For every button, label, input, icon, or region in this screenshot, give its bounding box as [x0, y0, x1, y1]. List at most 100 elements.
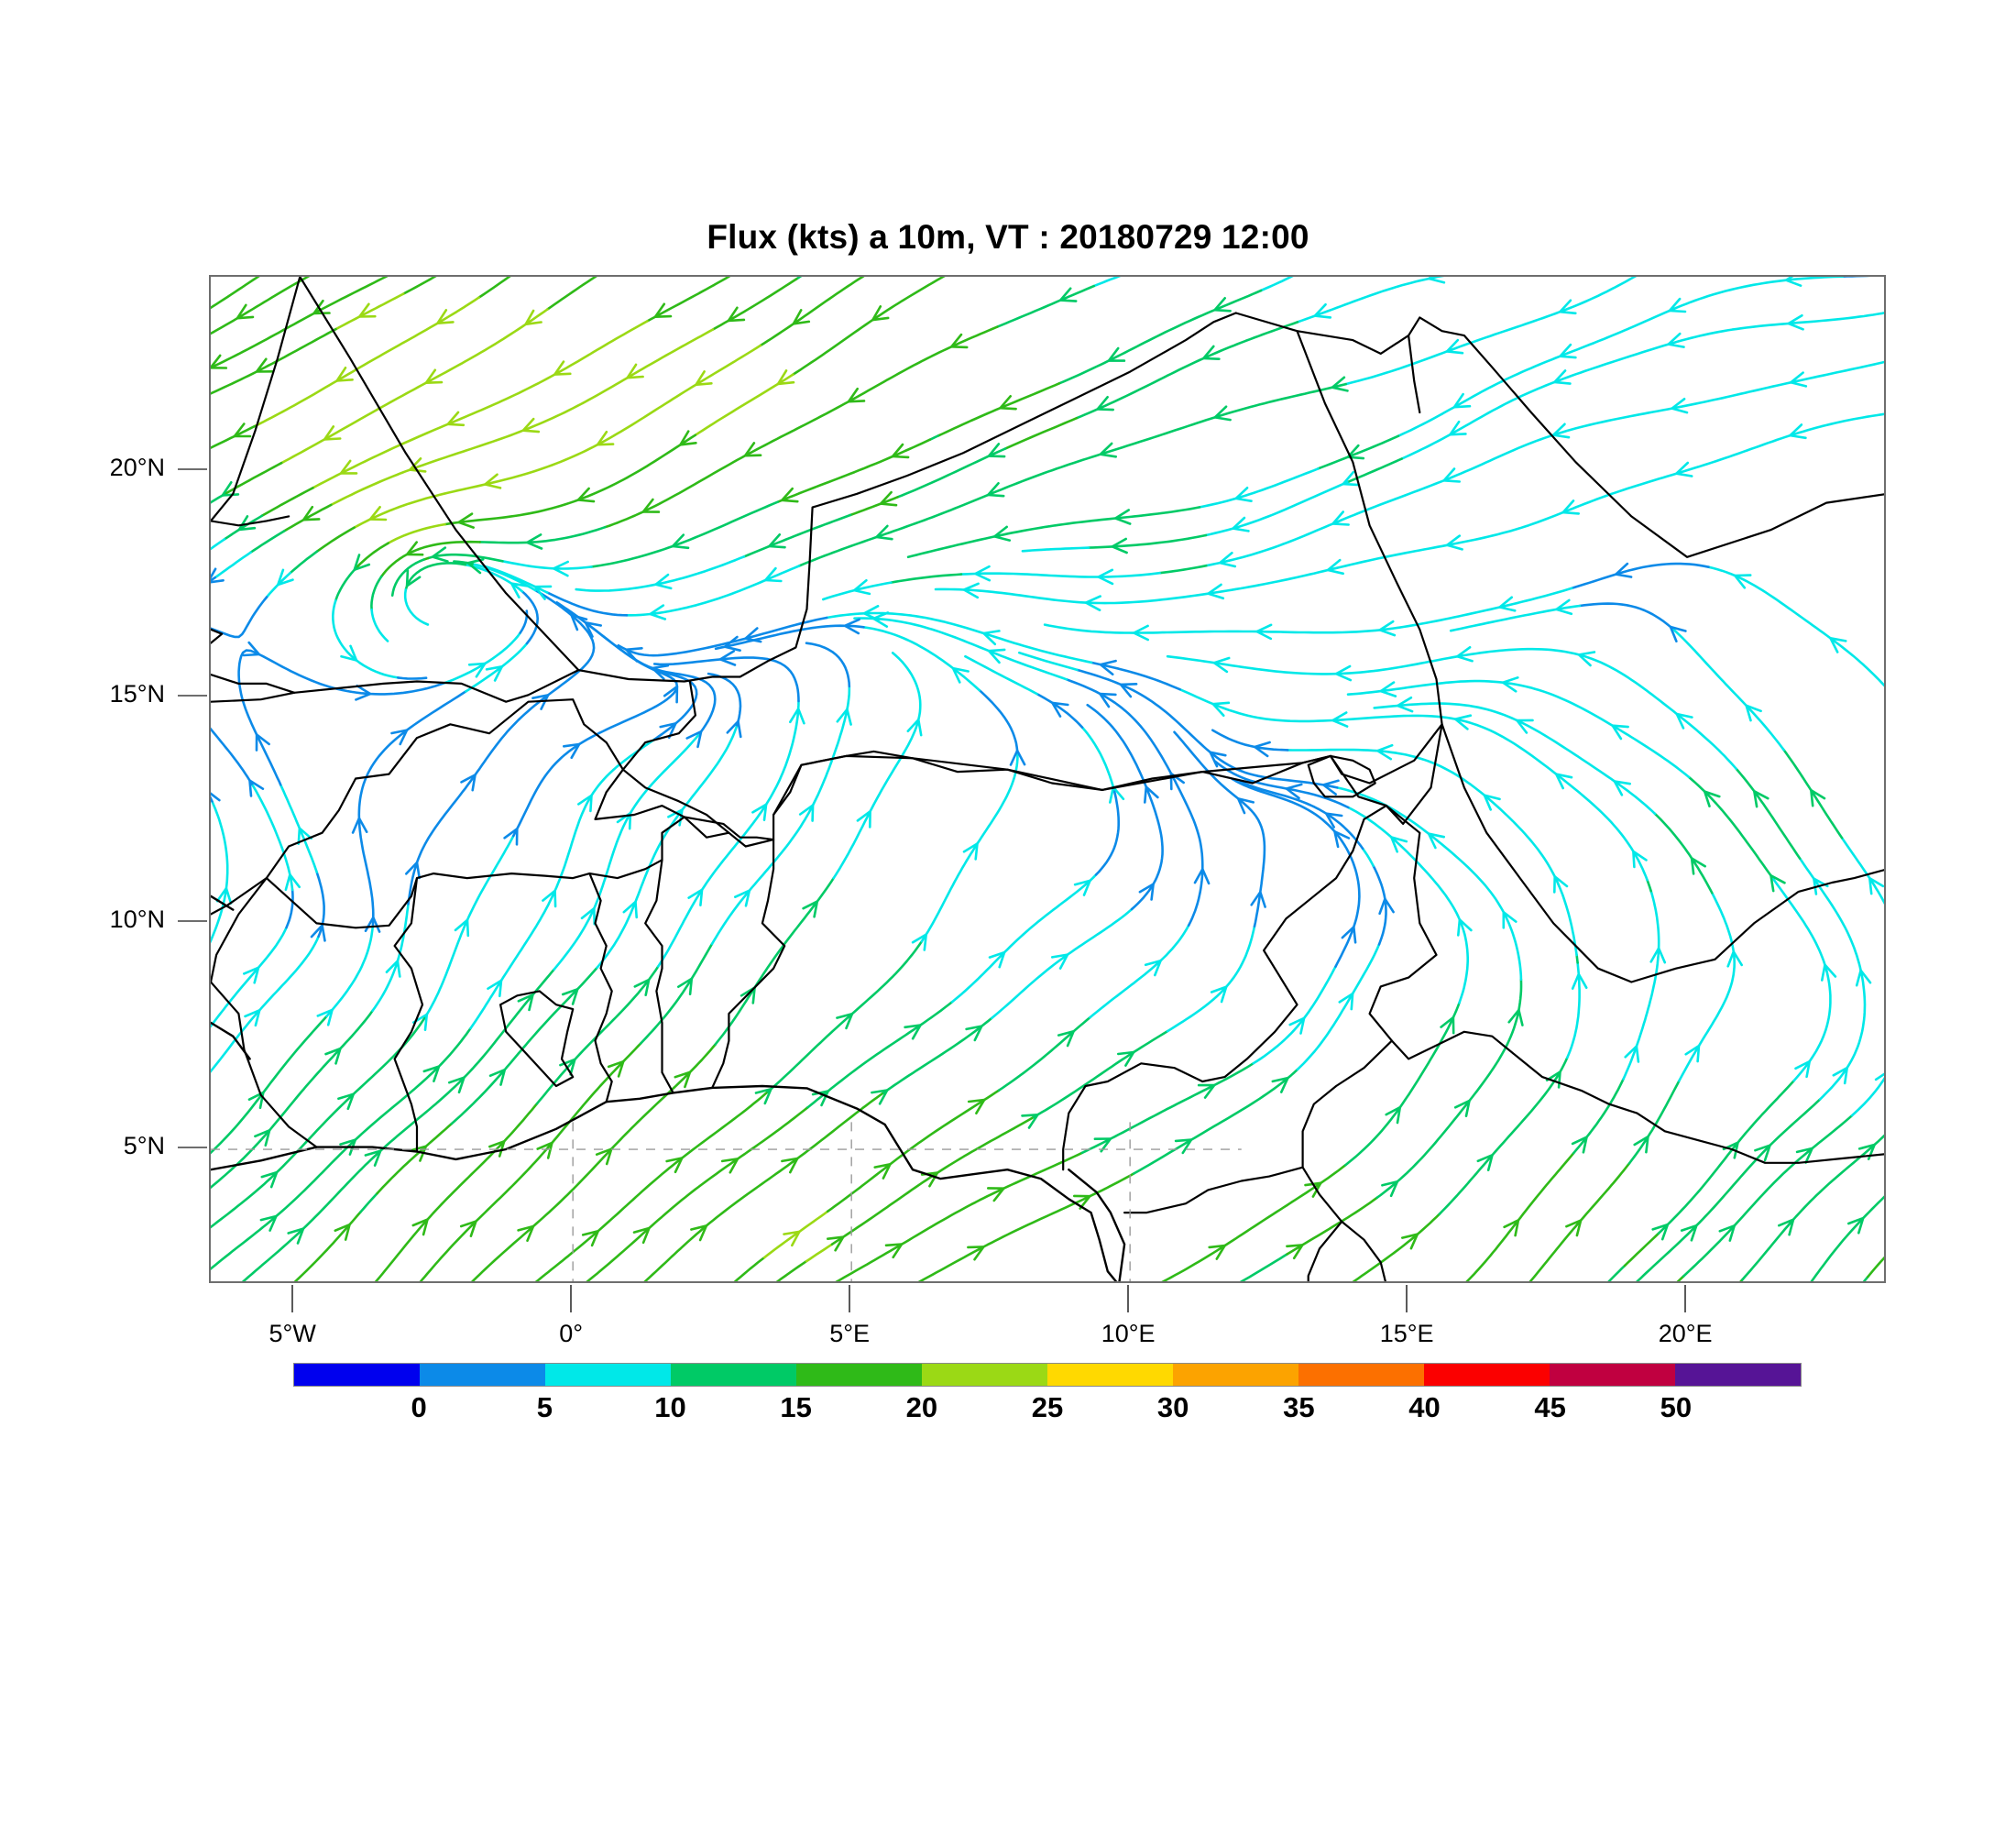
streamline-arrowhead — [974, 565, 992, 582]
streamline-segment — [835, 1151, 1084, 1281]
streamline-arrowhead — [1072, 1194, 1091, 1210]
streamline-arrowhead — [781, 487, 799, 503]
streamline-segment — [1636, 1098, 1822, 1281]
streamline-arrowhead — [1376, 743, 1394, 761]
streamline-arrowhead — [847, 387, 866, 403]
streamline-segment — [849, 496, 900, 517]
streamline-arrowhead — [1829, 636, 1847, 653]
streamline-arrowhead — [211, 792, 221, 802]
streamline-segment — [733, 1256, 766, 1281]
streamline-arrowhead — [1113, 509, 1132, 525]
streamline-segment — [1397, 277, 1845, 437]
streamline-arrowhead — [674, 1070, 692, 1089]
streamline-arrowhead — [1009, 749, 1026, 766]
streamline-arrowhead — [1503, 1219, 1520, 1237]
streamline-segment — [1317, 434, 1400, 470]
streamline-arrowhead — [248, 779, 265, 797]
streamline-segment — [806, 1000, 954, 1109]
streamline-arrowhead — [641, 498, 661, 513]
streamline-segment — [906, 506, 1201, 559]
streamline-segment — [707, 672, 742, 727]
streamline-arrowhead — [457, 512, 476, 529]
map-boundary-b-chad-car — [1441, 723, 1884, 983]
streamline-arrowhead — [904, 1024, 922, 1040]
streamline-arrowhead — [986, 1187, 1005, 1202]
streamline-segment — [1571, 562, 1710, 590]
streamline-segment — [1057, 289, 1263, 385]
streamline-arrowhead — [1675, 712, 1693, 730]
streamline-segment — [1032, 1029, 1169, 1119]
streamline-arrowhead — [967, 1098, 986, 1115]
streamline-arrowhead — [301, 505, 321, 521]
map-boundary-b-cameroon-congo — [1301, 1039, 1394, 1281]
streamline-segment — [1296, 277, 1445, 324]
streamline-segment — [470, 1043, 717, 1281]
streamline-arrowhead — [1390, 836, 1408, 853]
streamline-segment — [1361, 847, 1375, 867]
streamline-arrowhead — [1787, 313, 1804, 331]
streamline-segment — [511, 601, 679, 838]
streamline-arrowhead — [1213, 405, 1232, 422]
streamline-arrowhead — [552, 560, 570, 577]
streamline-segment — [1166, 925, 1256, 1033]
streamline-arrowhead — [1174, 1138, 1193, 1155]
streamline-segment — [211, 277, 260, 310]
streamline-segment — [425, 834, 515, 1016]
streamline-arrowhead — [553, 360, 572, 376]
streamline-segment — [762, 1210, 829, 1259]
streamline-segment — [1678, 891, 1736, 1082]
streamline-segment — [1769, 873, 1832, 1082]
streamline-segment — [1707, 565, 1884, 687]
streamline-arrowhead — [776, 369, 795, 386]
streamline-arrowhead — [651, 664, 670, 681]
streamline-segment — [211, 327, 337, 395]
streamline-arrowhead — [1555, 773, 1573, 790]
streamline-arrowhead — [211, 567, 225, 584]
streamline-arrowhead — [733, 889, 751, 907]
colorbar-segment — [294, 1364, 420, 1386]
streamline-arrowhead — [1313, 302, 1332, 319]
streamline-arrowhead — [1331, 376, 1349, 392]
x-axis-tick-mark — [1406, 1285, 1408, 1312]
streamline-arrowhead — [751, 803, 768, 822]
streamline-segment — [1798, 857, 1867, 1101]
streamline-arrowhead — [659, 722, 677, 740]
streamline-arrowhead — [875, 524, 893, 541]
streamline-arrowhead — [339, 459, 358, 475]
streamline-arrowhead — [542, 889, 557, 908]
streamline-arrowhead — [1632, 850, 1648, 869]
streamline-segment — [1669, 625, 1785, 752]
map-boundary-coast-guinea — [211, 1084, 1118, 1281]
streamline-arrowhead — [260, 1170, 279, 1189]
streamline-arrowhead — [524, 309, 542, 326]
colorbar-tick-label: 20 — [905, 1391, 938, 1423]
streamline-segment — [211, 1009, 374, 1190]
streamline-arrowhead — [1236, 797, 1255, 815]
map-boundary-b-cameroon-car — [1368, 804, 1884, 1164]
streamline-arrowhead — [351, 817, 368, 834]
streamline-arrowhead — [1615, 562, 1633, 578]
streamline-segment — [1286, 748, 1578, 957]
streamline-arrowhead — [1668, 297, 1687, 313]
streamline-arrowhead — [1669, 625, 1687, 643]
streamline-arrowhead — [1326, 558, 1344, 576]
streamline-arrowhead — [1397, 696, 1414, 713]
streamline-segment — [359, 1191, 378, 1213]
streamline-arrowhead — [503, 827, 519, 846]
streamline-arrowhead — [1202, 345, 1221, 360]
colorbar-segment — [419, 1364, 545, 1386]
streamline-segment — [376, 1122, 454, 1195]
streamline-arrowhead — [335, 367, 354, 382]
streamline-arrowhead — [1449, 420, 1467, 436]
streamline-arrowhead — [911, 933, 928, 951]
streamline-arrowhead — [576, 487, 596, 503]
streamline-arrowhead — [247, 1091, 265, 1110]
streamline-segment — [289, 550, 319, 575]
streamline-segment — [214, 551, 252, 579]
streamline-arrowhead — [1401, 1233, 1419, 1250]
y-axis-tick-label: 5°N — [123, 1132, 165, 1160]
streamline-arrowhead — [1338, 992, 1354, 1011]
streamline-arrowhead — [1058, 287, 1078, 302]
streamline-arrowhead — [287, 1227, 305, 1245]
map-plot-area — [209, 275, 1886, 1283]
